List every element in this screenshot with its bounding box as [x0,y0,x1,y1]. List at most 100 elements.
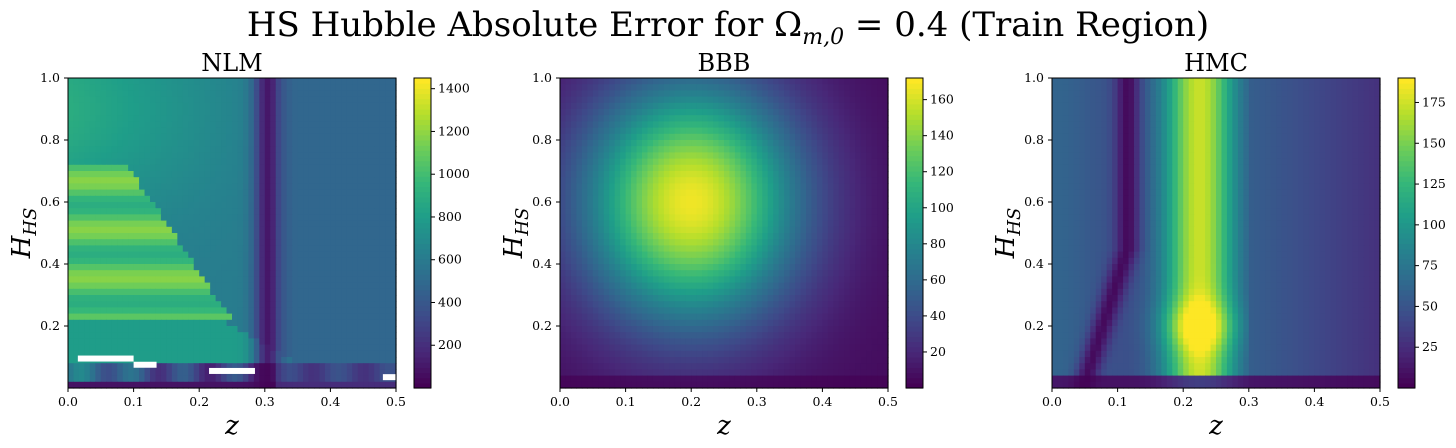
heatmap-cell [242,164,249,172]
heatmap-cell [275,121,282,129]
heatmap-cell [806,226,813,234]
heatmap-cell [669,115,676,122]
heatmap-cell [188,171,195,178]
heatmap-cell [226,357,233,364]
heatmap-cell [248,90,255,98]
heatmap-cell [592,214,599,222]
heatmap-cell [281,202,288,209]
heatmap-cell [237,270,244,277]
heatmap-cell [363,115,370,122]
heatmap-cell [319,369,326,377]
heatmap-cell [128,84,135,91]
heatmap-cell [242,313,249,321]
heatmap-cell [652,78,659,85]
heatmap-cell [155,381,162,389]
heatmap-cell [800,245,807,253]
heatmap-cell [106,195,113,203]
heatmap-cell [144,90,151,98]
heatmap-cell [215,363,222,370]
heatmap-cell [264,164,271,172]
heatmap-cell [702,115,709,122]
heatmap-cell [652,115,659,122]
heatmap-cell [160,208,167,215]
heatmap-cell [215,301,222,308]
heatmap-cell [232,102,239,110]
heatmap-cell [576,270,583,277]
heatmap-cell [319,307,326,315]
heatmap-cell [144,183,151,191]
heatmap-cell [827,127,834,135]
heatmap-cell [232,158,239,166]
heatmap-cell [106,109,113,116]
heatmap-cell [631,183,638,191]
heatmap-cell [106,164,113,172]
heatmap-cell [232,96,239,104]
heatmap-cell [199,115,206,122]
heatmap-cell [374,164,381,172]
heatmap-cell [767,264,774,271]
heatmap-cell [702,164,709,172]
heatmap-cell [281,90,288,98]
heatmap-cell [264,220,271,228]
heatmap-cell [877,84,884,91]
heatmap-cell [150,245,157,253]
heatmap-cell [680,220,687,228]
heatmap-cell [248,102,255,110]
heatmap-cell [275,239,282,246]
heatmap-cell [166,214,173,222]
heatmap-cell [374,295,381,302]
heatmap-cell [707,195,714,203]
heatmap-cell [642,140,649,147]
heatmap-cell [844,127,851,135]
heatmap-cell [674,127,681,135]
colorbar-step [414,202,431,208]
heatmap-cell [795,233,802,240]
heatmap-cell [166,270,173,277]
heatmap-cell [729,264,736,271]
heatmap-cell [89,363,96,370]
heatmap-cell [100,78,107,85]
heatmap-cell [603,264,610,271]
heatmap-cell [631,226,638,234]
heatmap-cell [849,164,856,172]
heatmap-cell [762,84,769,91]
heatmap-cell [232,146,239,153]
heatmap-cell [259,202,266,209]
heatmap-cell [636,202,643,209]
heatmap-cell [199,152,206,160]
heatmap-cell [614,264,621,271]
heatmap-cell [390,251,397,259]
heatmap-cell [95,264,102,271]
heatmap-cell [795,251,802,259]
heatmap-cell [100,109,107,116]
heatmap-cell [286,133,293,141]
heatmap-cell [729,96,736,104]
heatmap-cell [871,257,878,265]
x-tick-label: 0.3 [255,394,275,409]
heatmap-cell [849,158,856,166]
heatmap-cell [204,220,211,228]
heatmap-cell [718,84,725,91]
heatmap-cell [756,264,763,271]
heatmap-cell [734,264,741,271]
heatmap-cell [330,251,337,259]
heatmap-cell [78,127,85,135]
heatmap-cell [631,195,638,203]
heatmap-cell [713,214,720,222]
heatmap-cell [242,357,249,364]
heatmap-cell [734,140,741,147]
heatmap-cell [95,109,102,116]
heatmap-cell [631,146,638,153]
heatmap-cell [237,158,244,166]
heatmap-cell [341,102,348,110]
heatmap-cell [341,158,348,166]
heatmap-cell [264,381,271,389]
heatmap-cell [150,84,157,91]
heatmap-cell [133,208,140,215]
heatmap-cell [696,158,703,166]
heatmap-cell [264,195,271,203]
heatmap-cell [275,350,282,358]
heatmap-cell [275,233,282,240]
heatmap-cell [297,140,304,147]
heatmap-cell [314,245,321,253]
